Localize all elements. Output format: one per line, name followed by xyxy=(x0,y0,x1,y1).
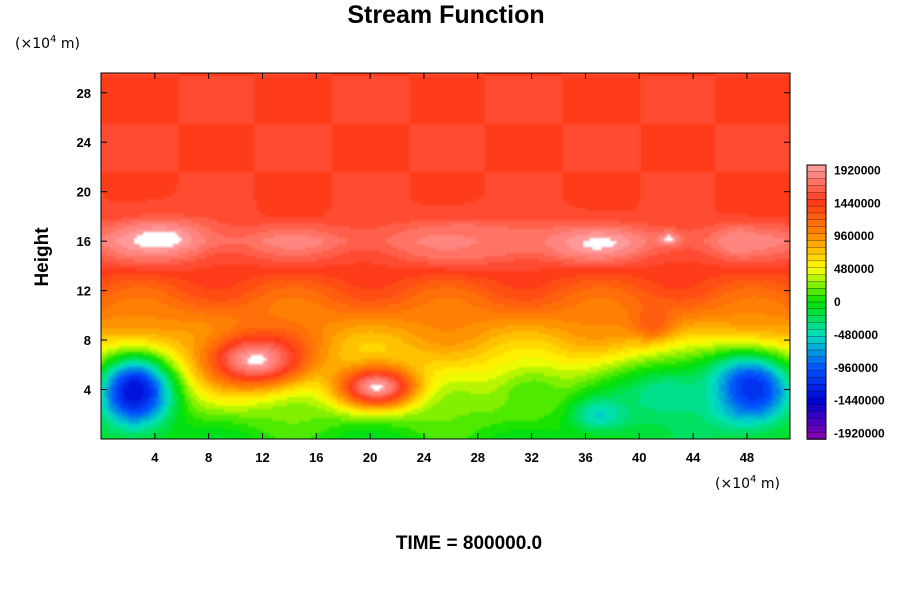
stream-function-field xyxy=(101,73,790,439)
colorbar-label: 1440000 xyxy=(834,196,881,210)
colorbar-band xyxy=(806,308,827,317)
colorbar-band xyxy=(806,192,827,200)
colorbar-band xyxy=(806,288,827,296)
plot-area xyxy=(100,72,791,440)
y-tick-label: 4 xyxy=(84,383,92,398)
colorbar-band xyxy=(806,397,827,406)
colorbar-band xyxy=(806,411,827,420)
chart-title: Stream Function xyxy=(347,1,544,29)
colorbar-label: -1440000 xyxy=(834,394,885,408)
colorbar: 1920000 1440000 960000 480000 0 -480000 -96000… xyxy=(806,163,885,441)
x-axis-unit: (×104 m) xyxy=(715,474,780,492)
x-tick-label: 24 xyxy=(417,450,432,465)
colorbar-band xyxy=(806,260,827,269)
x-tick-label: 44 xyxy=(686,450,701,465)
y-axis: 4 8 12 16 20 24 28 xyxy=(77,86,790,398)
colorbar-band xyxy=(806,356,827,365)
colorbar-band xyxy=(806,281,827,290)
colorbar-label: 1920000 xyxy=(834,163,881,177)
colorbar-band xyxy=(806,322,827,331)
x-tick-label: 28 xyxy=(471,450,485,465)
time-annotation: TIME = 800000.0 xyxy=(396,533,542,554)
colorbar-labels: 1920000 1440000 960000 480000 0 -480000 -96000… xyxy=(834,163,885,440)
x-tick-label: 12 xyxy=(255,450,269,465)
y-tick-label: 16 xyxy=(77,234,91,249)
colorbar-band xyxy=(806,294,827,303)
x-tick-label: 32 xyxy=(524,450,538,465)
colorbar-band xyxy=(806,384,827,392)
y-tick-label: 12 xyxy=(77,284,91,299)
colorbar-label: -1920000 xyxy=(834,427,885,441)
colorbar-band xyxy=(806,233,827,242)
x-tick-label: 8 xyxy=(205,450,212,465)
colorbar-band xyxy=(806,431,827,440)
colorbar-band xyxy=(806,185,827,194)
x-tick-label: 36 xyxy=(578,450,592,465)
colorbar-band xyxy=(806,390,827,399)
y-tick-label: 24 xyxy=(77,135,92,150)
colorbar-band xyxy=(806,226,827,235)
colorbar-band xyxy=(806,425,827,433)
colorbar-frame xyxy=(806,164,827,440)
colorbar-band xyxy=(806,329,827,337)
colorbar-band xyxy=(806,301,827,310)
plot-frame xyxy=(100,72,791,440)
colorbar-band xyxy=(806,342,827,351)
colorbar-label: -960000 xyxy=(834,361,878,375)
colorbar-band xyxy=(806,267,827,276)
colorbar-band xyxy=(806,178,827,187)
colorbar-band xyxy=(806,199,827,207)
colorbar-band xyxy=(806,205,827,214)
colorbar-band xyxy=(806,212,827,221)
colorbar-band xyxy=(806,370,827,379)
colorbar-band xyxy=(806,418,827,427)
y-tick-label: 8 xyxy=(84,333,91,348)
colorbar-label: 960000 xyxy=(834,229,874,243)
colorbar-band xyxy=(806,377,827,385)
colorbar-band xyxy=(806,171,827,180)
y-axis-label: Height xyxy=(32,227,53,287)
colorbar-band xyxy=(806,315,827,324)
colorbar-band xyxy=(806,349,827,358)
colorbar-band xyxy=(806,253,827,262)
colorbar-band xyxy=(806,363,827,372)
colorbar-band xyxy=(806,274,827,283)
y-axis-unit: (×104 m) xyxy=(15,34,80,52)
y-tick-label: 20 xyxy=(77,185,91,200)
colorbar-band xyxy=(806,240,827,248)
colorbar-band xyxy=(806,219,827,228)
colorbar-band xyxy=(806,164,827,173)
colorbar-label: -480000 xyxy=(834,328,878,342)
x-axis: 4 8 12 16 20 24 28 32 36 40 44 48 xyxy=(151,73,754,465)
colorbar-band xyxy=(806,336,827,344)
x-tick-label: 48 xyxy=(740,450,754,465)
x-tick-label: 20 xyxy=(363,450,377,465)
x-tick-label: 16 xyxy=(309,450,323,465)
colorbar-band xyxy=(806,247,827,255)
colorbar-label: 0 xyxy=(834,295,841,309)
x-tick-label: 40 xyxy=(632,450,646,465)
colorbar-bands xyxy=(806,164,827,440)
y-tick-label: 28 xyxy=(77,86,91,101)
colorbar-band xyxy=(806,404,827,413)
x-tick-label: 4 xyxy=(151,450,159,465)
colorbar-label: 480000 xyxy=(834,262,874,276)
